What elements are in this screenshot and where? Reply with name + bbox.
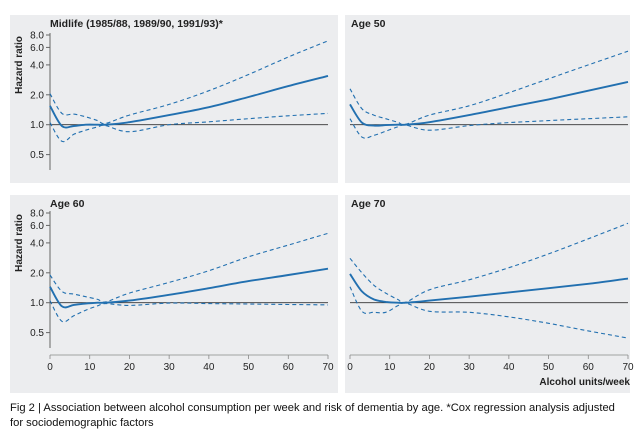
- panel-background: [10, 15, 338, 183]
- y-tick-label: 4.0: [30, 60, 44, 71]
- panel-title: Age 70: [351, 198, 386, 210]
- panel-background: [345, 15, 630, 183]
- y-tick-label: 1.0: [30, 298, 44, 309]
- series-line-upper-ci: [349, 222, 629, 304]
- x-tick-label: 50: [243, 362, 255, 373]
- x-tick-label: 0: [347, 362, 353, 373]
- series-line-lower-ci: [349, 116, 629, 139]
- y-axis-label: Hazard ratio: [14, 36, 25, 94]
- series-line-hazard-ratio: [49, 267, 329, 309]
- series-line-upper-ci: [49, 40, 329, 125]
- y-tick-label: 4.0: [30, 238, 44, 249]
- series-line-lower-ci: [49, 112, 329, 143]
- chart-grid: Midlife (1985/88, 1989/90, 1991/93)* 0.5 1…: [10, 15, 634, 393]
- series-line-hazard-ratio: [49, 74, 329, 129]
- x-tick-label: 20: [124, 362, 136, 373]
- panel-title: Age 50: [351, 18, 386, 30]
- figure-caption: Fig 2 | Association between alcohol cons…: [10, 402, 615, 429]
- series-line-upper-ci: [49, 232, 329, 303]
- x-tick-label: 60: [583, 362, 595, 373]
- series-line-lower-ci: [349, 286, 629, 339]
- x-tick-label: 50: [543, 362, 555, 373]
- x-axis-label: Alcohol units/week: [539, 377, 630, 388]
- x-tick-label: 30: [164, 362, 176, 373]
- x-tick-label: 10: [84, 362, 96, 373]
- y-tick-label: 8.0: [30, 209, 44, 220]
- y-tick-label: 1.0: [30, 120, 44, 131]
- y-tick-label: 0.5: [30, 328, 44, 339]
- x-tick-label: 40: [203, 362, 215, 373]
- y-tick-label: 2.0: [30, 268, 44, 279]
- x-tick-label: 0: [47, 362, 53, 373]
- x-tick-label: 70: [622, 362, 634, 373]
- chart-panel-2: Age 50: [345, 15, 630, 183]
- panel-title: Age 60: [50, 198, 85, 210]
- x-tick-label: 10: [384, 362, 396, 373]
- y-tick-label: 0.5: [30, 150, 44, 161]
- y-tick-label: 6.0: [30, 221, 44, 232]
- x-tick-label: 60: [283, 362, 295, 373]
- series-line-lower-ci: [49, 300, 329, 323]
- chart-panel-1: Midlife (1985/88, 1989/90, 1991/93)* 0.5 1…: [10, 15, 338, 183]
- y-tick-label: 8.0: [30, 31, 44, 42]
- y-tick-label: 2.0: [30, 90, 44, 101]
- x-tick-label: 30: [464, 362, 476, 373]
- chart-panel-3: Age 60 0.5 1.0 2.0 4.0 6.08.0 Hazard ratio 0 10 2…: [10, 195, 338, 393]
- y-axis-label: Hazard ratio: [14, 214, 25, 272]
- panel-title: Midlife (1985/88, 1989/90, 1991/93)*: [50, 18, 224, 30]
- series-line-hazard-ratio: [349, 80, 629, 127]
- series-line-upper-ci: [349, 50, 629, 126]
- x-tick-label: 70: [322, 362, 334, 373]
- chart-panel-4: Age 70 0 10 20 30 40 50 60 70 Alcohol units/week: [345, 195, 634, 393]
- y-tick-label: 6.0: [30, 43, 44, 54]
- x-tick-label: 40: [503, 362, 515, 373]
- x-tick-label: 20: [424, 362, 436, 373]
- series-line-hazard-ratio: [349, 273, 629, 304]
